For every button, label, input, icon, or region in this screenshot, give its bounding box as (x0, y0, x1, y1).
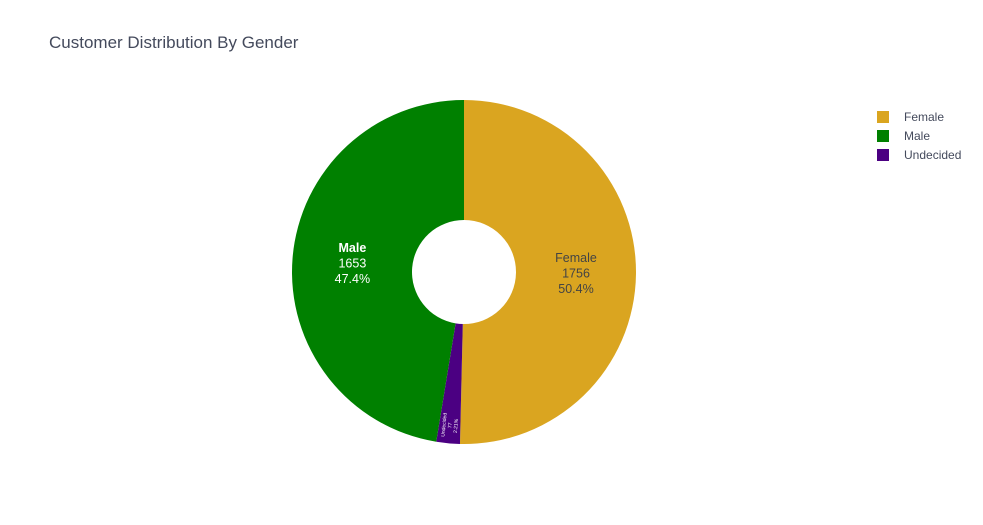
slice-label-male-value: 1653 (338, 256, 366, 270)
slice-label-male-name: Male (338, 241, 366, 255)
slice-female[interactable] (459, 100, 636, 444)
legend-item-undecided[interactable]: Undecided (877, 145, 961, 164)
slice-label-undecided-value: 77 (447, 422, 454, 428)
slice-label-female-name: Female (555, 251, 597, 265)
legend: Female Male Undecided (877, 107, 961, 164)
legend-swatch-undecided (877, 148, 889, 161)
slice-label-undecided-percent: 2.21% (453, 418, 460, 433)
legend-label-undecided: Undecided (904, 147, 962, 162)
chart-title: Customer Distribution By Gender (49, 33, 299, 52)
slice-label-male-percent: 47.4% (335, 272, 370, 286)
slice-label-female-percent: 50.4% (558, 282, 593, 296)
legend-item-female[interactable]: Female (877, 107, 961, 126)
slice-label-female-value: 1756 (562, 267, 590, 281)
slice-undecided[interactable] (436, 323, 463, 444)
legend-swatch-male (877, 129, 889, 142)
slice-male[interactable] (292, 100, 464, 442)
legend-label-male: Male (904, 128, 931, 143)
legend-swatch-female (877, 110, 889, 123)
legend-label-female: Female (904, 109, 945, 124)
slice-label-undecided-name: Undecided (440, 412, 448, 437)
legend-item-male[interactable]: Male (877, 126, 961, 145)
